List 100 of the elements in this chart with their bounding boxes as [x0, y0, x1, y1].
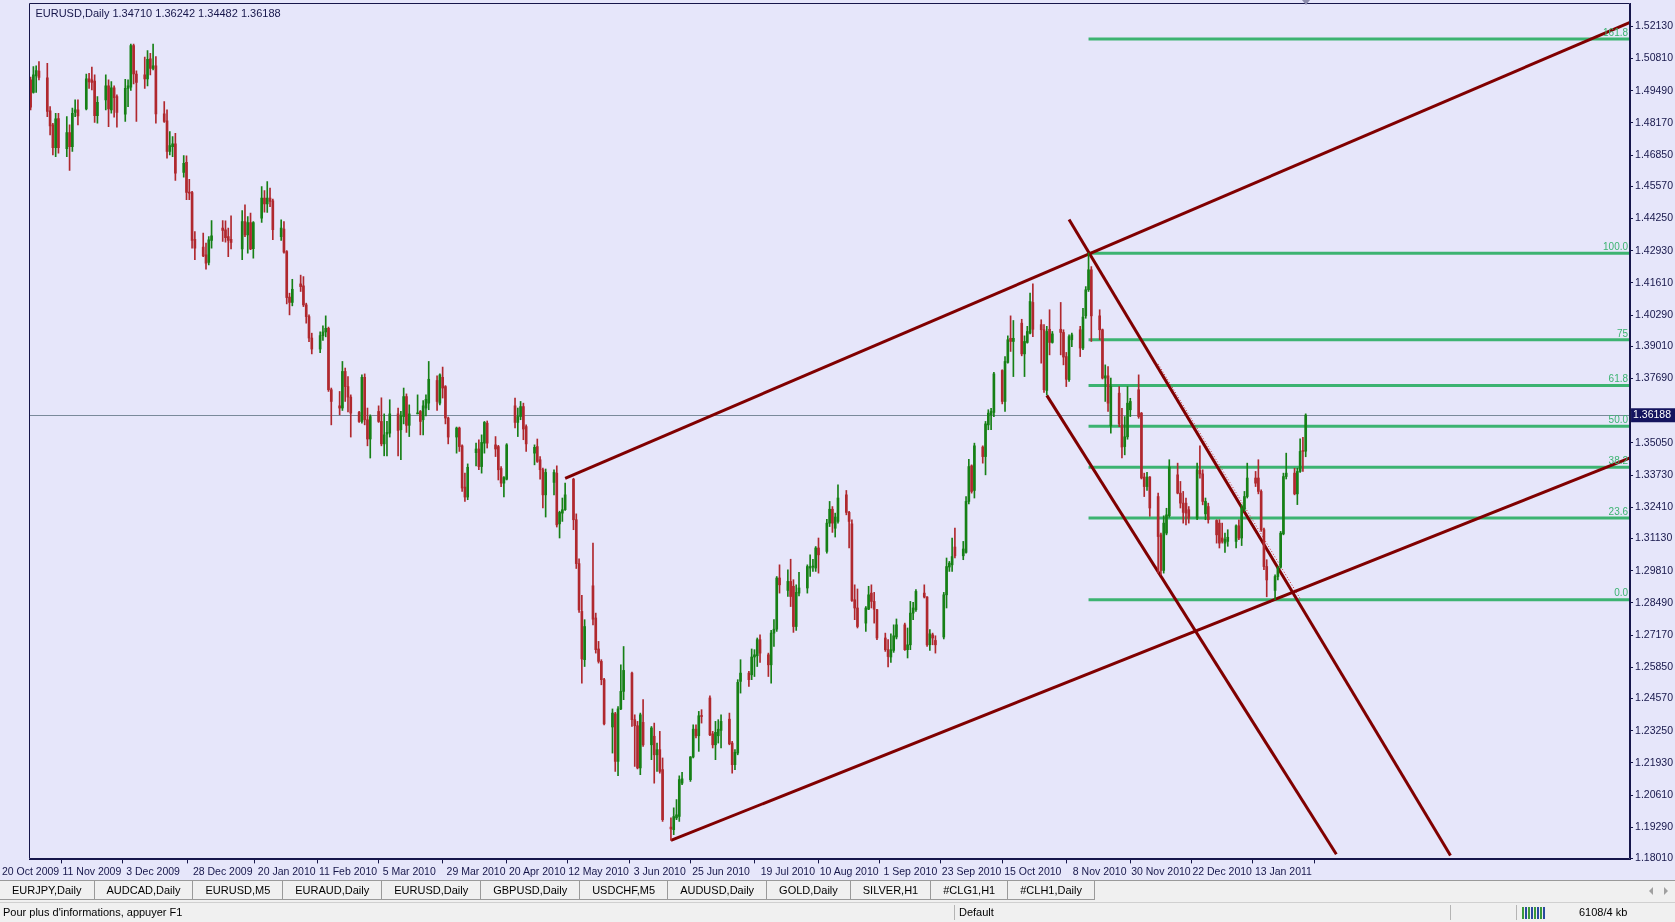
candlestick: [405, 393, 408, 433]
x-tick-label: 1 Sep 2010: [883, 864, 938, 877]
x-tick-label: 11 Nov 2009: [62, 864, 122, 877]
candlestick: [341, 361, 344, 411]
candlestick: [533, 444, 536, 466]
y-tick-label: 1.31130: [1635, 531, 1673, 544]
text: AUDUSD,Daily: [668, 881, 768, 900]
candlestick: [96, 96, 99, 124]
x-tick-label: 29 Mar 2010: [446, 864, 506, 877]
candlestick: [1009, 315, 1012, 352]
candlestick: [107, 79, 110, 127]
x-tick-label: 20 Oct 2009: [1, 864, 60, 877]
candlestick: [1048, 309, 1051, 356]
text: Default: [959, 905, 994, 920]
y-tick-label: 1.24570: [1635, 691, 1674, 704]
candlestick: [249, 212, 252, 251]
x-tick-label: 23 Sep 2010: [941, 864, 1002, 877]
candlestick: [714, 721, 717, 760]
candlestick: [174, 132, 177, 181]
series-label: 100.0: [1603, 240, 1629, 252]
candlestick: [34, 65, 38, 93]
candlestick: [970, 464, 973, 494]
x-tick-label: 13 Jan 2011: [1254, 864, 1313, 877]
y-tick-label: 1.21930: [1635, 755, 1674, 768]
candlestick: [68, 124, 71, 171]
series-label: 0.0: [1614, 587, 1629, 599]
y-tick-label: 1.41610: [1635, 275, 1674, 288]
candlestick: [1204, 497, 1207, 521]
x-tick-label: 19 Jul 2010: [760, 864, 816, 877]
y-tick-label: 1.25850: [1635, 660, 1674, 673]
candlestick: [380, 397, 383, 447]
candlestick: [611, 708, 614, 754]
text: EURUSD,Daily: [382, 881, 482, 900]
candlestick: [148, 52, 152, 76]
y-tick-label: 1.35050: [1635, 435, 1674, 448]
x-tick-label: 10 Aug 2010: [819, 864, 879, 877]
x-tick-label: 15 Oct 2010: [1004, 864, 1062, 877]
y-tick-label: 1.52130: [1635, 19, 1674, 32]
candlestick: [1012, 320, 1015, 377]
y-tick-label: 1.37690: [1635, 371, 1674, 384]
candlestick: [419, 410, 422, 436]
candlestick: [700, 709, 703, 724]
y-tick-label: 1.28490: [1635, 595, 1674, 608]
x-tick-label: 20 Apr 2010: [508, 864, 566, 877]
y-tick-label: 1.49490: [1635, 83, 1674, 96]
x-tick-label: 3 Dec 2009: [126, 864, 181, 877]
y-tick-label: 1.19290: [1635, 820, 1674, 833]
candlestick: [455, 426, 458, 454]
candlestick: [934, 635, 937, 654]
text: AUDCAD,Daily: [94, 881, 194, 900]
x-tick-label: 5 Mar 2010: [382, 864, 436, 877]
text: GBPUSD,Daily: [481, 881, 581, 900]
candlestick: [32, 66, 35, 94]
candlestick: [650, 726, 653, 760]
y-tick-label: 1.39010: [1635, 339, 1674, 352]
candlestick: [1218, 519, 1221, 549]
candlestick: [778, 564, 781, 594]
y-tick-label: 1.33730: [1635, 467, 1674, 480]
x-tick-label: 30 Nov 2010: [1131, 864, 1191, 877]
candlestick: [185, 155, 188, 201]
candlestick: [57, 112, 60, 154]
y-tick-label: 1.46850: [1635, 148, 1674, 161]
candlestick: [831, 506, 834, 533]
candlestick: [146, 50, 149, 87]
y-tick-label: 1.44250: [1635, 211, 1674, 224]
x-tick-label: 11 Feb 2010: [318, 864, 378, 877]
candlestick: [324, 315, 328, 338]
text: 6108/4 kb: [1579, 905, 1628, 920]
y-tick-label: 1.27170: [1635, 627, 1674, 640]
candlestick: [767, 652, 770, 677]
y-tick-label: 1.42930: [1635, 243, 1674, 256]
x-tick-label: 22 Dec 2010: [1192, 864, 1253, 877]
x-tick-label: 28 Dec 2009: [192, 864, 253, 877]
x-tick-label: 12 May 2010: [568, 864, 630, 877]
y-tick-label: 1.29810: [1635, 563, 1674, 576]
text: EURAUD,Daily: [283, 881, 383, 900]
series-label: 61.8: [1608, 373, 1629, 385]
y-tick-label: 1.45570: [1635, 179, 1674, 192]
x-tick-label: 20 Jan 2010: [257, 864, 316, 877]
series-label: 75: [1616, 327, 1629, 339]
candlestick: [265, 181, 269, 213]
y-tick-label: 1.20610: [1635, 787, 1674, 800]
y-tick-label: 1.48170: [1635, 115, 1674, 128]
text: GOLD,Daily: [767, 881, 851, 900]
candlestick: [583, 619, 586, 667]
candlestick: [1090, 266, 1093, 342]
text: #CLH1,Daily: [1008, 881, 1095, 900]
text: Pour plus d'informations, appuyer F1: [3, 905, 183, 920]
chart-title: EURUSD,Daily 1.34710 1.36242 1.34482 1.36188: [35, 7, 281, 20]
x-tick-label: 8 Nov 2010: [1072, 864, 1127, 877]
candlestick: [1051, 331, 1054, 344]
series-label: 50.0: [1608, 414, 1629, 426]
candlestick: [252, 221, 255, 259]
text: EURUSD,M5: [193, 881, 284, 900]
y-tick-label: 1.32410: [1635, 500, 1674, 513]
candlestick: [221, 220, 225, 242]
candlestick: [973, 442, 976, 499]
x-tick-label: 25 Jun 2010: [692, 864, 751, 877]
candlestick: [110, 81, 113, 114]
y-tick-label: 1.40290: [1635, 308, 1674, 321]
